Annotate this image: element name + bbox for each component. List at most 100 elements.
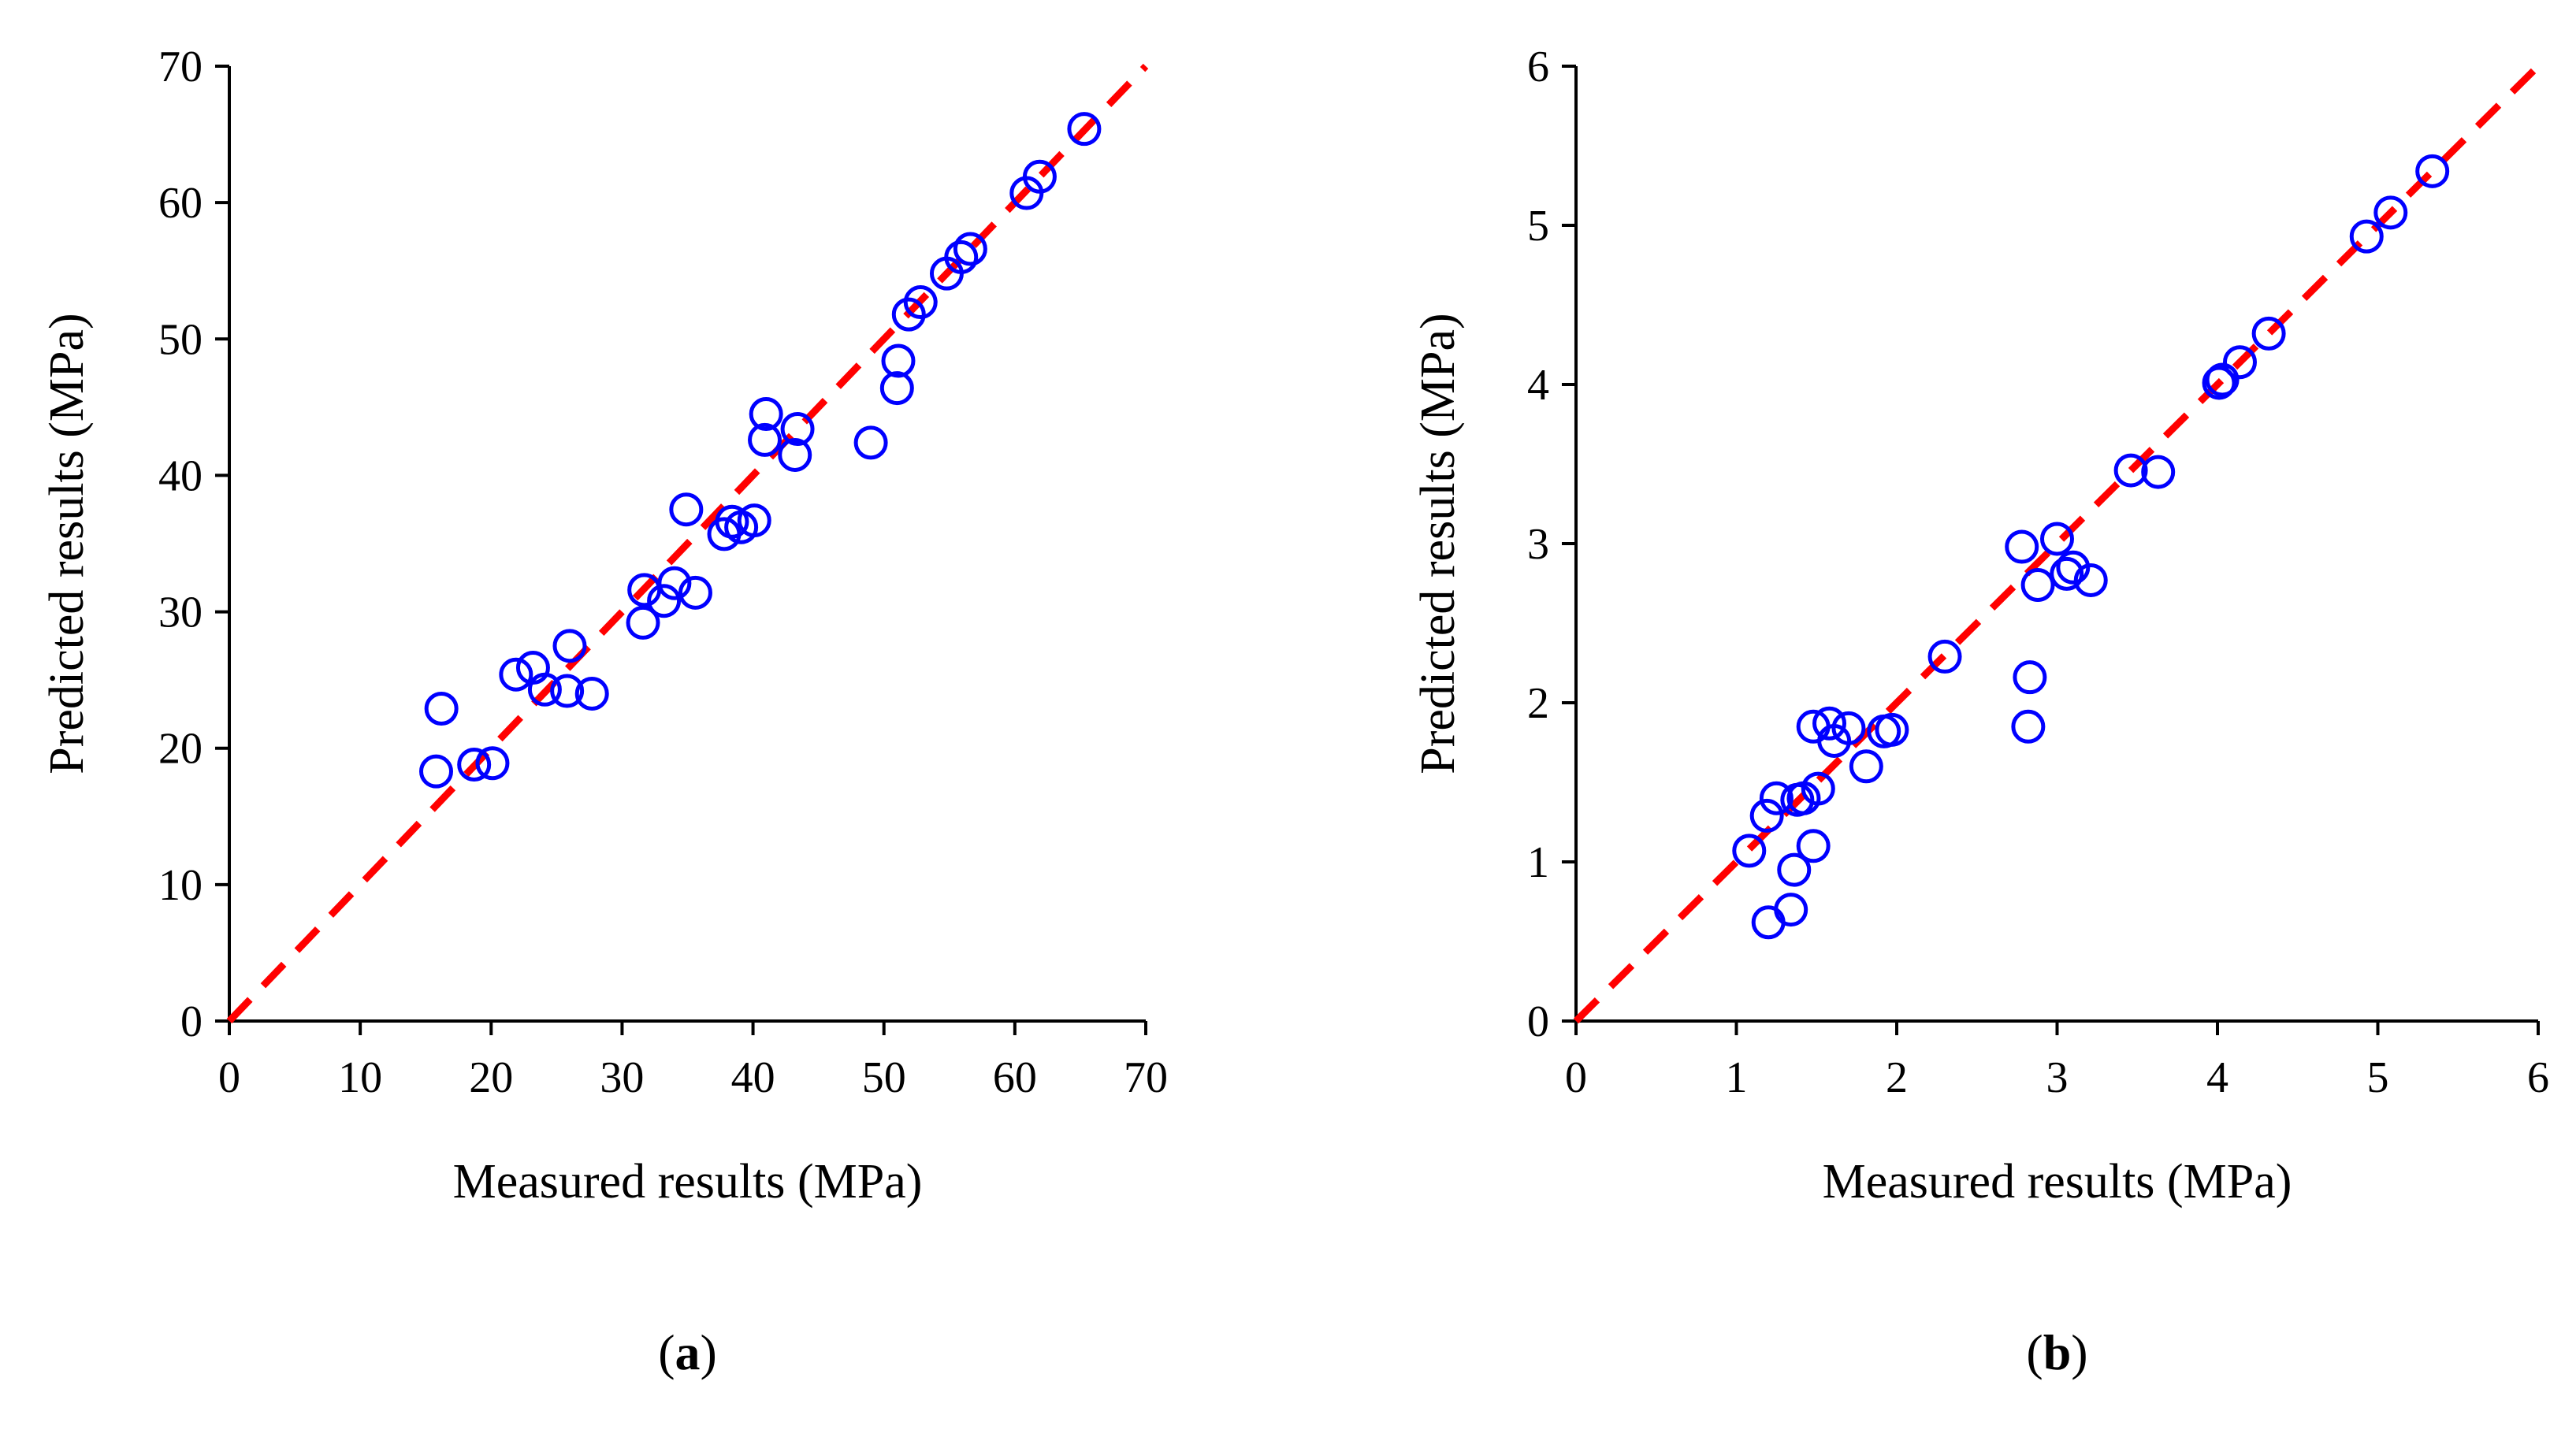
data-point [550,674,585,708]
reference-line [1573,63,2541,1024]
panel-label: (a) [658,1324,717,1380]
data-point [1759,781,1794,815]
x-tick-label: 0 [218,1053,240,1102]
data-points [419,112,1102,789]
data-point [1777,852,1812,887]
data-point [647,584,682,618]
panel-label: (b) [2026,1324,2087,1380]
data-point [1796,829,1831,863]
x-tick-label: 1 [1726,1053,1748,1102]
data-point [1067,112,1102,147]
data-point [1831,711,1866,745]
data-point [879,371,914,406]
data-point [1749,798,1784,833]
data-point [1875,712,1909,747]
data-point [2013,660,2047,695]
data-point [527,672,562,707]
data-point [657,566,692,600]
data-point [419,754,454,789]
y-tick-label: 30 [158,589,203,637]
tick-labels: 0 10 20 30 40 50 60 70 0 10 20 30 40 50 60 70 [158,43,1168,1102]
data-points [1732,154,2450,940]
y-tick-label: 6 [1527,43,1549,91]
x-tick-label: 30 [600,1053,644,1102]
data-point [669,492,704,527]
data-point [574,676,609,711]
y-tick-label: 10 [158,861,203,910]
data-point [2349,219,2384,254]
x-axis-title: Measured results (MPa) [453,1155,923,1209]
x-tick-label: 4 [2206,1053,2228,1102]
data-point [903,285,938,320]
y-tick-label: 1 [1527,838,1549,887]
data-point [2202,366,2236,400]
x-tick-label: 70 [1124,1053,1168,1102]
x-tick-label: 0 [1565,1053,1587,1102]
tick-marks [215,65,1147,1035]
tick-labels: 0 1 2 3 4 5 6 0 1 2 3 4 5 6 [1527,43,2549,1102]
data-point [853,425,888,460]
data-point [1927,639,1962,674]
y-tick-label: 0 [180,997,203,1046]
data-point [1801,771,1835,806]
y-tick-label: 60 [158,179,203,228]
y-tick-label: 40 [158,451,203,500]
panel-label-letter: a [675,1324,701,1380]
data-point [2373,195,2408,230]
y-tick-label: 0 [1527,997,1549,1046]
data-point [2005,529,2039,564]
data-point [626,605,660,640]
tick-marks [1562,65,2540,1035]
data-point [475,746,510,781]
reference-line [226,63,1149,1024]
data-point [2222,345,2257,380]
data-point [1849,749,1883,784]
x-tick-label: 40 [731,1053,775,1102]
data-point [780,412,815,447]
data-point [953,232,987,266]
x-tick-label: 5 [2367,1053,2389,1102]
y-axis-title: Predicted results (MPa) [40,313,94,774]
data-point [1774,893,1808,927]
x-tick-label: 50 [862,1053,906,1102]
data-point [1022,159,1057,194]
data-point [881,343,916,378]
x-axis-title: Measured results (MPa) [1823,1155,2292,1209]
data-point [2415,154,2450,188]
y-tick-label: 2 [1527,679,1549,728]
x-tick-label: 6 [2527,1053,2549,1102]
data-point [778,437,812,472]
data-point [2056,550,2091,585]
data-point [424,692,459,726]
data-point [749,397,783,432]
data-point [2205,362,2240,397]
data-point [1812,706,1847,741]
data-point [891,297,926,332]
data-point [2113,453,2148,488]
data-point [1751,905,1786,940]
y-tick-label: 20 [158,725,203,774]
y-tick-label: 70 [158,43,203,91]
panel-b: 0 1 2 3 4 5 6 0 1 2 3 4 5 6 Measured results (MPa) Pr… [1411,43,2549,1380]
data-point [457,747,492,782]
y-tick-label: 4 [1527,361,1549,410]
panel-label-letter: b [2043,1324,2072,1380]
panel-a: 0 10 20 30 40 50 60 70 0 10 20 30 40 50 60 70 Measured … [40,43,1168,1380]
data-point [2141,455,2176,489]
y-tick-label: 50 [158,315,203,364]
data-point [2040,522,2074,556]
data-point [737,503,771,538]
data-point [2020,568,2055,603]
data-point [2011,709,2046,744]
data-point [552,629,587,663]
y-axis-title: Predicted results (MPa) [1411,313,1465,774]
y-tick-label: 3 [1527,520,1549,569]
data-point [499,657,533,692]
x-tick-label: 10 [338,1053,382,1102]
x-tick-label: 60 [993,1053,1037,1102]
data-point [678,575,712,610]
data-point [944,240,979,274]
data-point [1732,834,1767,868]
data-point [748,422,782,457]
